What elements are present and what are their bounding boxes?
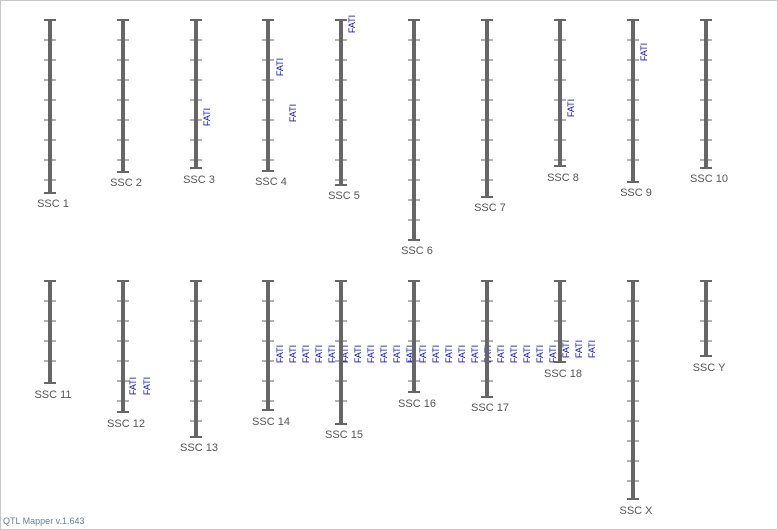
chromosome-label: SSC 3 <box>183 174 215 186</box>
chromosome <box>704 281 708 356</box>
qtl-label: FATI <box>275 58 285 76</box>
qtl-label: FATI <box>639 43 649 61</box>
chromosome-label: SSC 7 <box>474 202 506 214</box>
chromosome-label: SSC 8 <box>547 172 579 184</box>
chromosome-label: SSC 1 <box>37 198 69 210</box>
qtl-label: FATI <box>366 345 376 363</box>
qtl-label: FATI <box>288 345 298 363</box>
chromosome <box>485 281 489 397</box>
qtl-label: FATI <box>444 345 454 363</box>
chromosome <box>194 20 198 168</box>
qtl-label: FATI <box>574 340 584 358</box>
chromosome <box>266 20 270 171</box>
chromosome <box>339 281 343 424</box>
chromosome <box>194 281 198 437</box>
chromosome <box>558 20 562 166</box>
qtl-label: FATI <box>340 345 350 363</box>
chromosome-label: SSC 9 <box>620 187 652 199</box>
chromosome-label: SSC 5 <box>328 190 360 202</box>
chromosome-label: SSC 12 <box>107 418 145 430</box>
qtl-label: FATI <box>509 345 519 363</box>
qtl-label: FATI <box>535 345 545 363</box>
qtl-label: FATI <box>470 345 480 363</box>
qtl-label: FATI <box>128 377 138 395</box>
chromosome <box>704 20 708 168</box>
qtl-label: FATI <box>566 99 576 117</box>
chromosome-label: SSC X <box>619 505 653 517</box>
qtl-label: FATI <box>457 345 467 363</box>
qtl-label: FATI <box>496 345 506 363</box>
chromosome-label: SSC Y <box>693 362 726 374</box>
chromosome-label: SSC 4 <box>255 176 287 188</box>
chromosome-label: SSC 11 <box>34 389 71 401</box>
qtl-label: FATI <box>431 345 441 363</box>
qtl-label: FATI <box>202 108 212 126</box>
chromosome <box>48 281 52 383</box>
qtl-label: FATI <box>405 345 415 363</box>
chromosome <box>121 281 125 412</box>
qtl-label: FATI <box>418 345 428 363</box>
qtl-label: FATI <box>561 340 571 358</box>
chromosome-label: SSC 15 <box>325 429 363 441</box>
qtl-label: FATI <box>347 15 357 33</box>
qtl-label: FATI <box>548 345 558 363</box>
chromosome-label: SSC 6 <box>401 245 433 257</box>
qtl-label: FATI <box>379 345 389 363</box>
chromosome-label: SSC 17 <box>471 402 509 414</box>
qtl-label: FATI <box>327 345 337 363</box>
qtl-label: FATI <box>522 345 532 363</box>
qtl-label: FATI <box>314 345 324 363</box>
chromosome-label: SSC 10 <box>690 173 728 185</box>
chromosome <box>631 281 635 499</box>
chromosome-label: SSC 14 <box>252 416 290 428</box>
chromosome <box>48 20 52 193</box>
chromosome <box>485 20 489 197</box>
chromosome <box>631 20 635 182</box>
chromosome <box>121 20 125 172</box>
chromosome-label: SSC 2 <box>110 177 142 189</box>
footer: QTL Mapper v.1.643 <box>3 516 85 526</box>
qtl-label: FATI <box>587 340 597 358</box>
qtl-label: FATI <box>301 345 311 363</box>
chromosome-label: SSC 18 <box>544 368 582 380</box>
qtl-label: FATI <box>392 345 402 363</box>
chromosome <box>339 20 343 185</box>
chromosome <box>266 281 270 410</box>
chromosome <box>412 281 416 392</box>
qtl-label: FATI <box>142 377 152 395</box>
qtl-label: FATI <box>353 345 363 363</box>
qtl-label: FATI <box>288 104 298 122</box>
chromosome-label: SSC 16 <box>398 398 436 410</box>
qtl-label: FATI <box>275 345 285 363</box>
chromosome-label: SSC 13 <box>180 442 218 454</box>
chromosome <box>412 20 416 240</box>
